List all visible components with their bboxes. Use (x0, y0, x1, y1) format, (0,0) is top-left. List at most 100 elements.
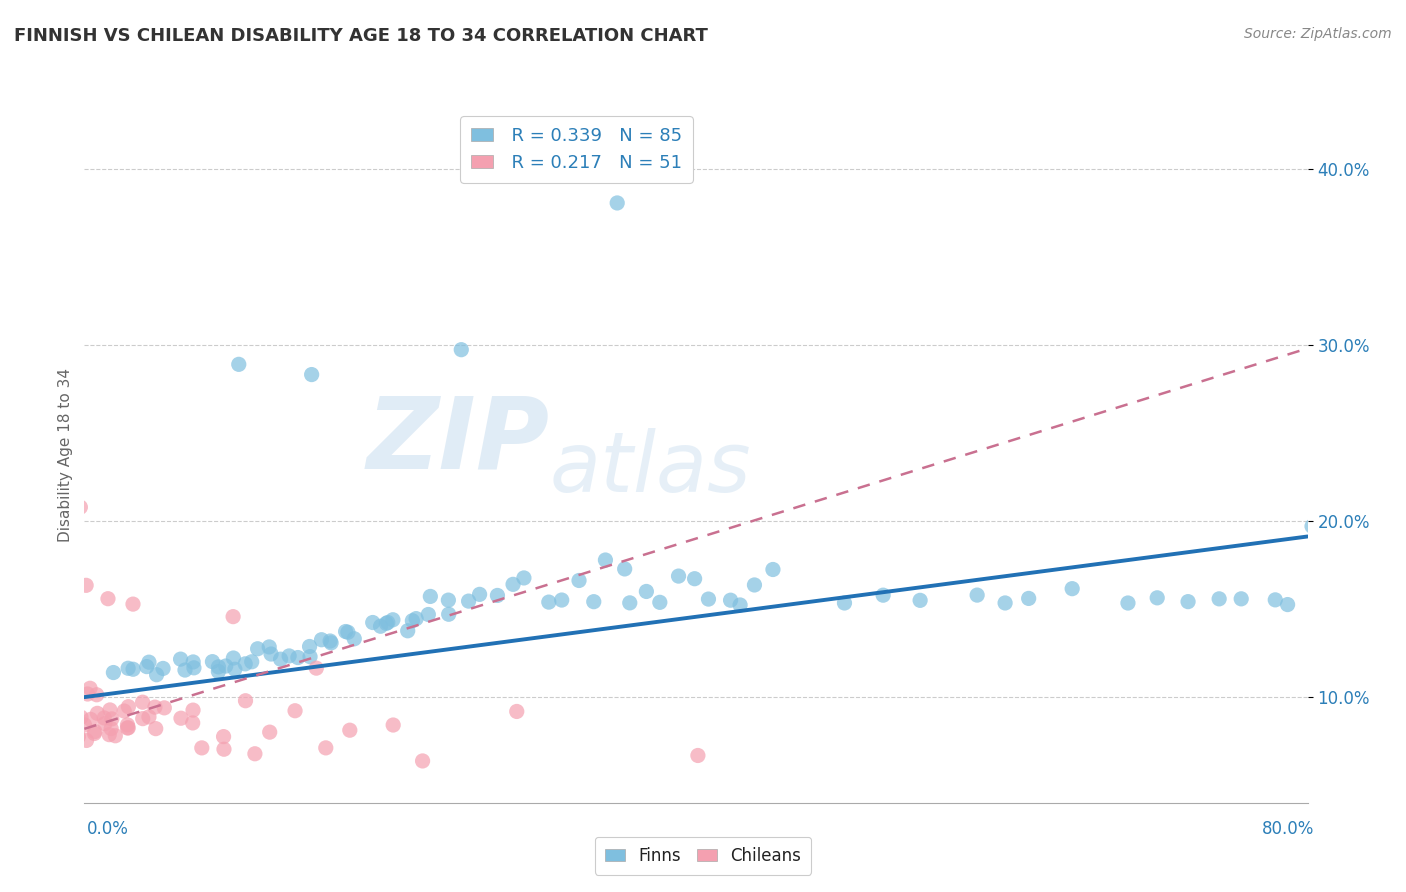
Point (257, 640, 280, 654)
Point (246, 641, 269, 656)
Point (513, 571, 536, 585)
Point (1177, 594, 1199, 608)
Point (405, 612, 427, 626)
Point (224, 662, 246, 676)
Point (98, 728, 121, 742)
Point (382, 718, 405, 732)
Point (67, 730, 90, 744)
Point (377, 615, 399, 630)
Point (100, 722, 122, 736)
Point (143, 700, 166, 714)
Point (311, 632, 333, 647)
Point (243, 747, 266, 761)
Point (412, 754, 434, 768)
Point (339, 723, 361, 738)
Point (1301, 519, 1323, 533)
Point (174, 663, 197, 677)
Point (93, 711, 115, 725)
Point (181, 655, 204, 669)
Point (668, 569, 690, 583)
Point (181, 703, 204, 717)
Point (278, 648, 301, 663)
Point (222, 651, 245, 665)
Point (762, 562, 785, 576)
Point (122, 662, 145, 676)
Point (401, 614, 423, 628)
Point (468, 587, 491, 601)
Point (396, 624, 419, 638)
Point (117, 718, 139, 732)
Point (305, 661, 328, 675)
Legend: Finns, Chileans: Finns, Chileans (595, 837, 811, 875)
Point (70, 710, 93, 724)
Point (270, 652, 292, 666)
Point (335, 624, 357, 639)
Point (94, 716, 117, 731)
Point (595, 553, 617, 567)
Point (122, 597, 145, 611)
Point (298, 640, 321, 654)
Point (69, 500, 91, 515)
Point (240, 655, 263, 669)
Point (872, 588, 894, 602)
Point (145, 667, 167, 681)
Point (117, 721, 139, 735)
Point (1062, 582, 1084, 596)
Point (636, 584, 658, 599)
Point (212, 730, 235, 744)
Point (437, 607, 460, 622)
Point (152, 661, 174, 675)
Point (260, 647, 283, 661)
Point (343, 632, 366, 646)
Point (437, 593, 460, 607)
Point (215, 659, 238, 673)
Point (720, 593, 742, 607)
Point (683, 572, 706, 586)
Point (76, 687, 98, 701)
Text: 0.0%: 0.0% (87, 820, 129, 838)
Point (457, 594, 479, 608)
Point (228, 357, 250, 371)
Point (235, 694, 257, 708)
Point (103, 665, 125, 680)
Point (117, 661, 139, 675)
Point (284, 704, 307, 718)
Point (84, 724, 107, 739)
Point (117, 721, 139, 735)
Point (153, 701, 176, 715)
Point (86, 706, 108, 721)
Point (259, 725, 281, 739)
Point (1230, 591, 1253, 606)
Point (73, 718, 96, 732)
Point (419, 590, 441, 604)
Point (370, 619, 392, 633)
Text: ZIP: ZIP (366, 392, 550, 490)
Text: FINNISH VS CHILEAN DISABILITY AGE 18 TO 34 CORRELATION CHART: FINNISH VS CHILEAN DISABILITY AGE 18 TO … (14, 27, 709, 45)
Point (169, 652, 191, 666)
Point (582, 595, 605, 609)
Y-axis label: Disability Age 18 to 34: Disability Age 18 to 34 (58, 368, 73, 542)
Point (98, 703, 121, 717)
Point (686, 748, 709, 763)
Point (212, 742, 235, 756)
Text: Source: ZipAtlas.com: Source: ZipAtlas.com (1244, 27, 1392, 41)
Point (1264, 592, 1286, 607)
Point (201, 655, 224, 669)
Point (1208, 591, 1230, 606)
Point (375, 616, 398, 631)
Point (315, 740, 337, 755)
Point (613, 562, 636, 576)
Point (135, 659, 157, 673)
Legend:   R = 0.339   N = 85,   R = 0.217   N = 51: R = 0.339 N = 85, R = 0.217 N = 51 (460, 116, 693, 183)
Point (486, 589, 509, 603)
Point (79, 712, 101, 726)
Point (299, 649, 322, 664)
Point (744, 578, 766, 592)
Point (183, 661, 205, 675)
Text: 80.0%: 80.0% (1263, 820, 1315, 838)
Point (606, 196, 628, 211)
Point (83, 726, 105, 740)
Point (79, 681, 101, 696)
Point (287, 650, 309, 665)
Point (170, 711, 193, 725)
